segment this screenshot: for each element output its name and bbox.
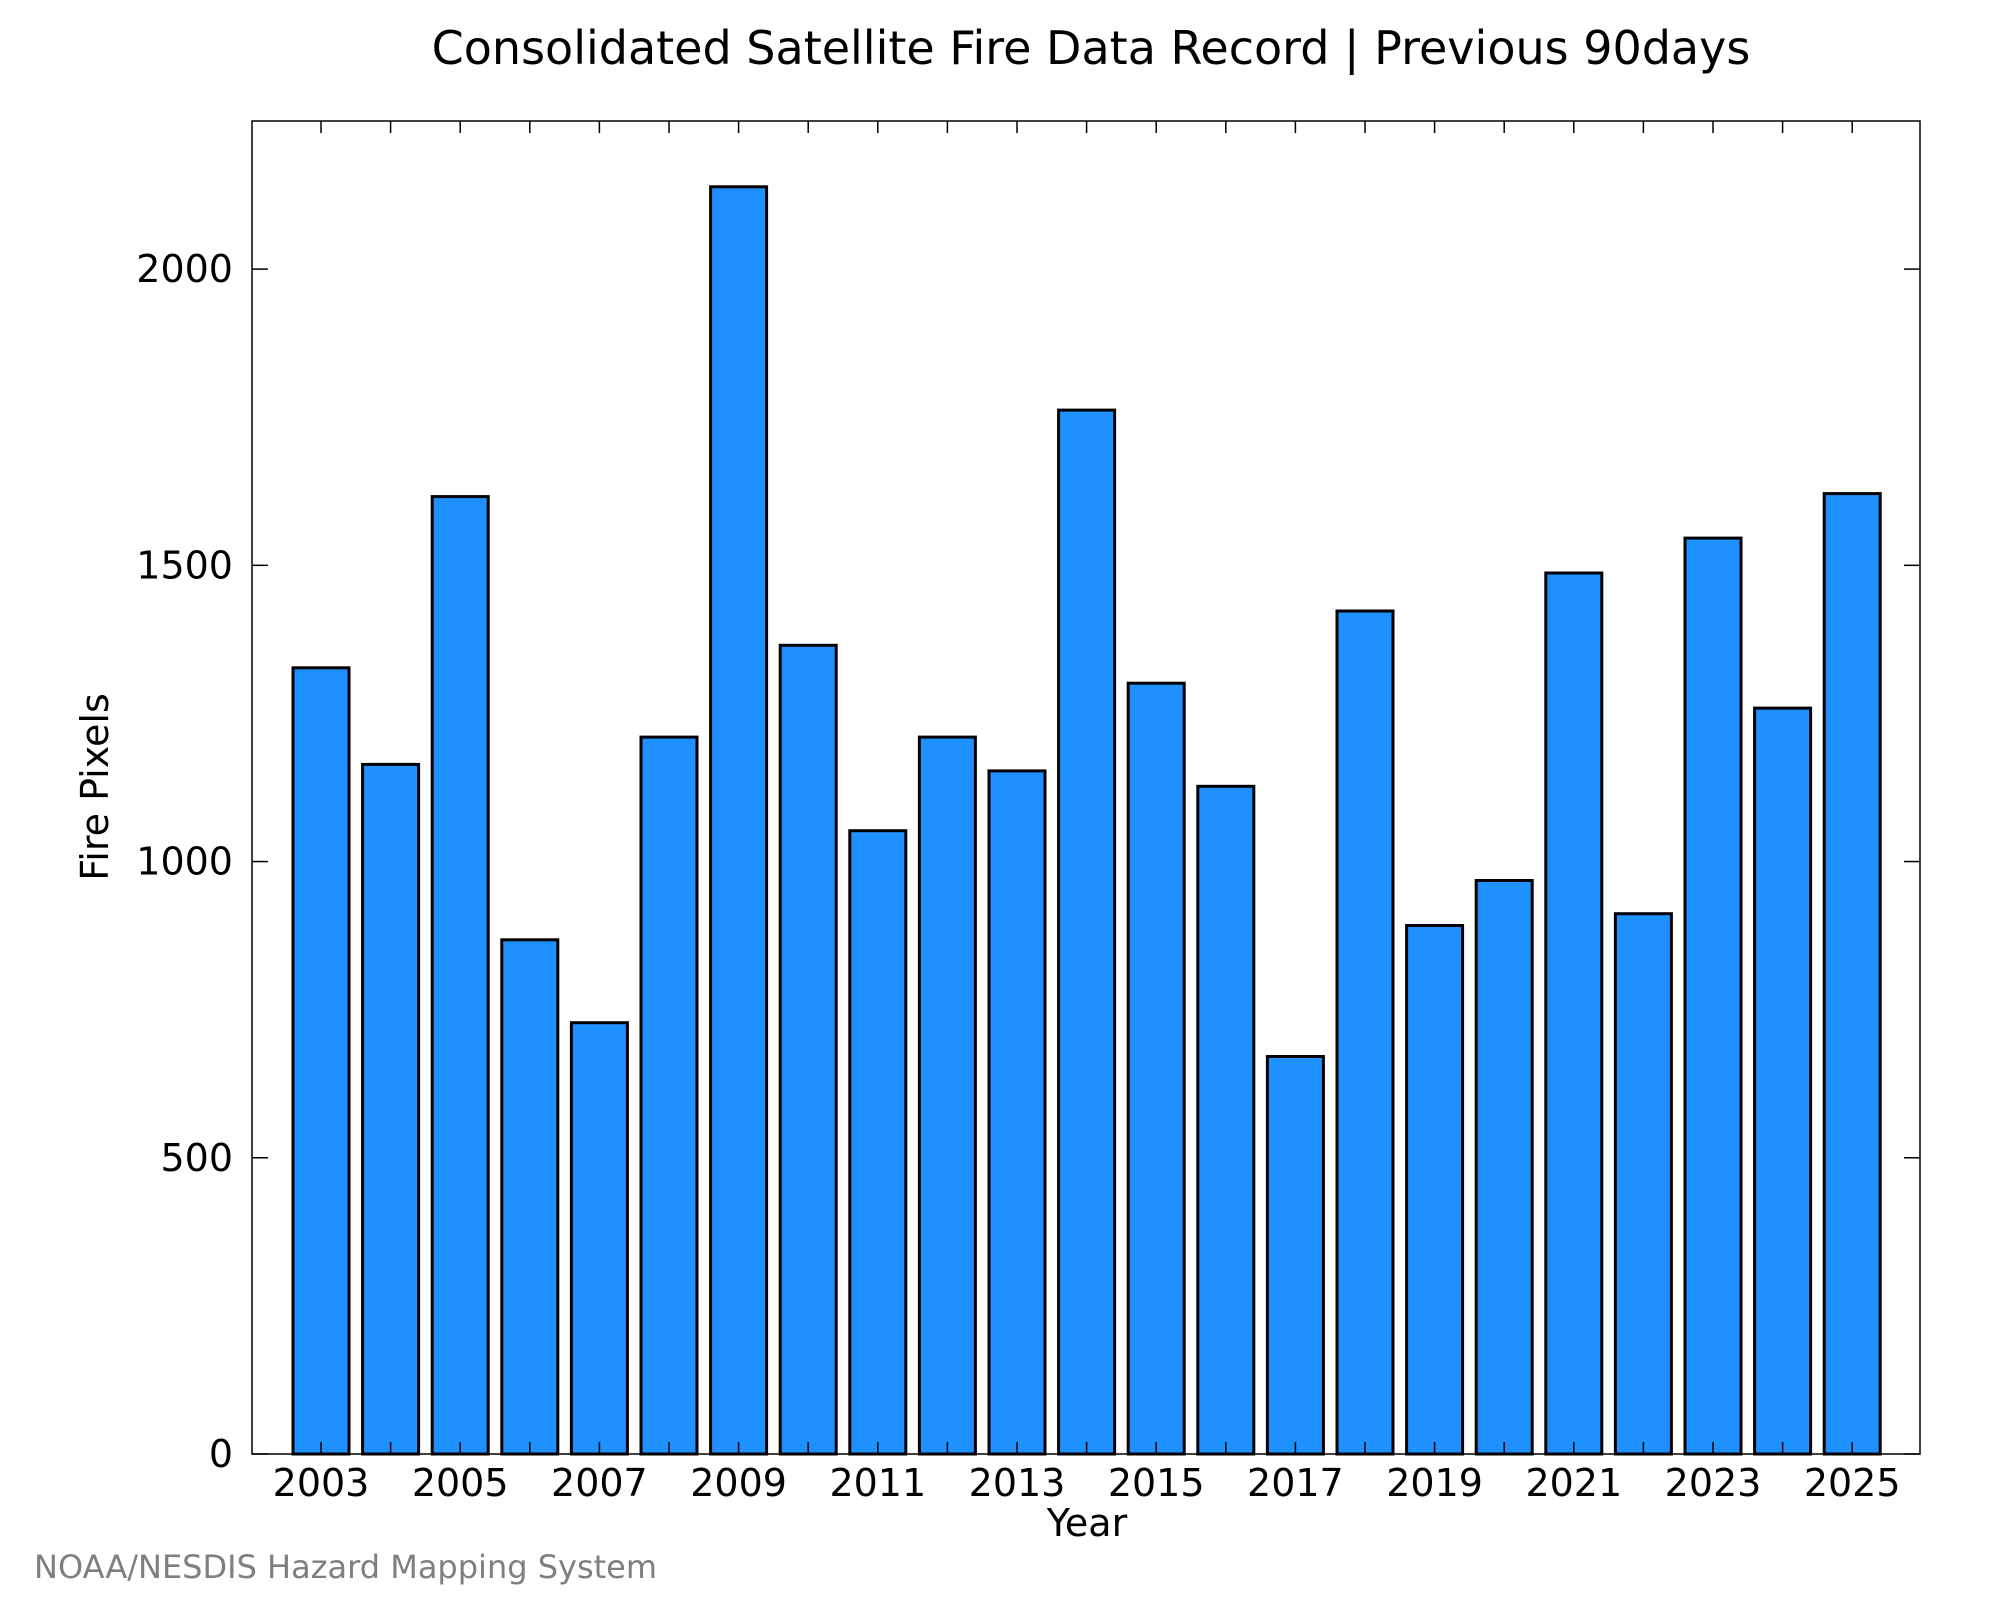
- bar-2009: [709, 185, 769, 1456]
- bar-2023: [1683, 536, 1743, 1456]
- x-tick-label-2021: 2021: [1525, 1461, 1622, 1505]
- bar-2003: [291, 666, 351, 1456]
- x-tick-label-2013: 2013: [969, 1461, 1066, 1505]
- x-tick-label-2003: 2003: [273, 1461, 370, 1505]
- x-tick-label-2023: 2023: [1665, 1461, 1762, 1505]
- y-tick-label-2000: 2000: [136, 247, 233, 291]
- y-tick-label-1000: 1000: [136, 840, 233, 884]
- bar-2019: [1405, 924, 1465, 1456]
- x-tick-label-2019: 2019: [1386, 1461, 1483, 1505]
- bar-2012: [917, 735, 977, 1456]
- x-tick-label-2009: 2009: [690, 1461, 787, 1505]
- bar-2004: [361, 762, 421, 1456]
- x-tick-label-2011: 2011: [829, 1461, 926, 1505]
- bar-2022: [1613, 912, 1673, 1456]
- source-credit: NOAA/NESDIS Hazard Mapping System: [34, 1548, 657, 1586]
- x-tick-label-2005: 2005: [412, 1461, 509, 1505]
- bar-2010: [778, 643, 838, 1456]
- x-tick-label-2007: 2007: [551, 1461, 648, 1505]
- bar-2008: [639, 735, 699, 1456]
- bar-2005: [430, 495, 490, 1456]
- x-axis-label: Year: [1046, 1501, 1128, 1545]
- bar-2025: [1822, 492, 1882, 1456]
- y-tick-label-0: 0: [209, 1432, 233, 1476]
- bar-2020: [1474, 879, 1534, 1456]
- x-axis-ticks: 2003 2005 2007 2009 2011 2013 2015 2017 2019 2021…: [273, 121, 1901, 1505]
- bar-2015: [1126, 681, 1186, 1456]
- bar-2017: [1265, 1055, 1325, 1456]
- y-tick-label-1500: 1500: [136, 543, 233, 587]
- bar-2014: [1057, 408, 1117, 1456]
- bar-2016: [1196, 784, 1256, 1456]
- chart-title: Consolidated Satellite Fire Data Record …: [432, 21, 1751, 76]
- bar-2018: [1335, 609, 1395, 1456]
- bar-2007: [569, 1021, 629, 1456]
- x-tick-label-2017: 2017: [1247, 1461, 1344, 1505]
- x-tick-label-2025: 2025: [1804, 1461, 1901, 1505]
- bar-2011: [848, 829, 908, 1456]
- bar-2024: [1753, 706, 1813, 1456]
- y-axis-label: Fire Pixels: [73, 693, 117, 881]
- y-tick-label-500: 500: [160, 1136, 233, 1180]
- y-axis-ticks: 0 500 1000 1500 2000: [136, 247, 1920, 1476]
- bars-group: [291, 185, 1882, 1456]
- bar-2013: [987, 769, 1047, 1456]
- x-tick-label-2015: 2015: [1108, 1461, 1205, 1505]
- bar-2006: [500, 938, 560, 1456]
- bar-2021: [1544, 571, 1604, 1456]
